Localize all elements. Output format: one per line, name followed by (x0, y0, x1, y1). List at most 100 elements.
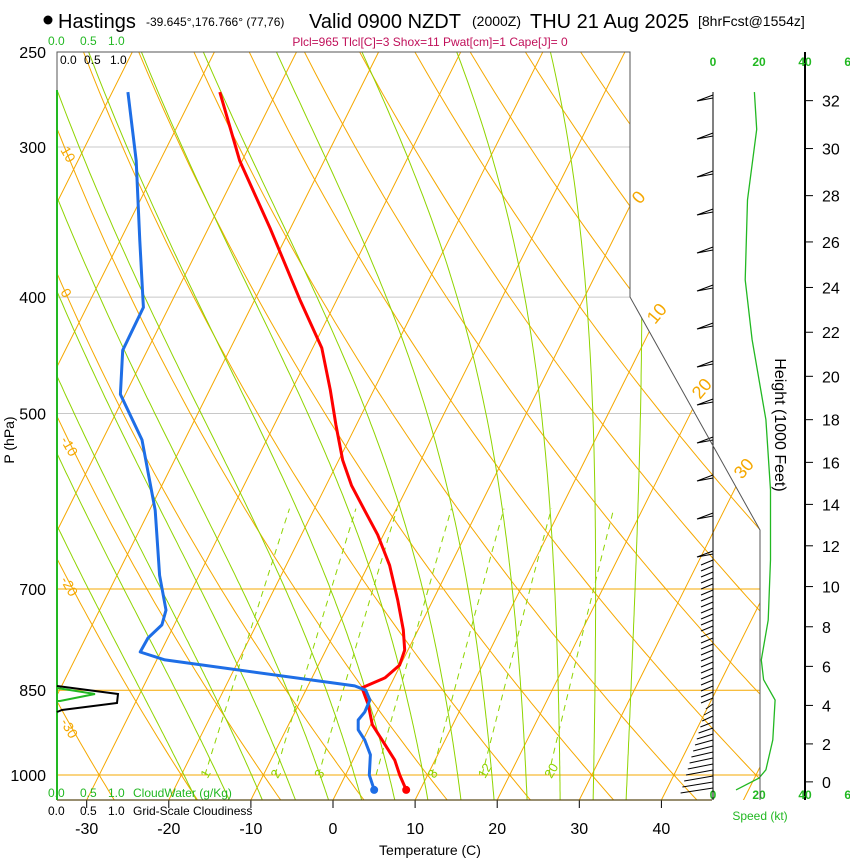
station-dot-icon (43, 15, 53, 25)
dry-adiabat-line (524, 52, 760, 800)
utc-time: (2000Z) (472, 13, 521, 29)
moist-adiabat-line (57, 52, 298, 800)
moist-adiabat-line (549, 52, 597, 800)
wind-barb-icon (700, 577, 714, 584)
dry-adiabat-line (57, 52, 369, 800)
svg-text:0.5: 0.5 (80, 804, 97, 818)
cloud-scale-bottom: 0.0 0.5 1.0 CloudWater (g/Kg) 0.0 0.5 1.… (48, 786, 252, 818)
wind-barb-icon (700, 631, 714, 638)
wind-barb-icon (696, 360, 714, 368)
wind-barb-icon (689, 757, 714, 764)
wind-barb-icon (700, 607, 714, 614)
y-axis-title: P (hPa) (1, 416, 17, 463)
x-axis-title: Temperature (C) (379, 842, 481, 858)
x-tick-label: 20 (488, 821, 506, 838)
svg-text:1.0: 1.0 (108, 786, 125, 800)
wind-barb-icon (700, 613, 714, 620)
moist-adiabat-line (140, 52, 430, 800)
wind-barb-icon (700, 625, 714, 632)
wind-barb-icon (700, 565, 714, 572)
height-label: 2 (822, 737, 831, 754)
dry-adiabat-line (414, 52, 760, 800)
wind-barb-icon (701, 715, 714, 722)
wind-barb-icon (685, 769, 714, 776)
wind-barb-icon (700, 655, 714, 662)
x-tick-label: 40 (653, 821, 671, 838)
height-label: 24 (822, 280, 840, 297)
isotherm-label: 30 (730, 454, 758, 482)
x-tick-label: 0 (329, 821, 338, 838)
wind-barb-icon (700, 691, 714, 698)
isotherm-line (57, 52, 139, 800)
wind-barb-icon (700, 559, 714, 566)
moist-adiabat-line (57, 52, 331, 800)
mixing-ratio-label: 20 (541, 761, 561, 781)
svg-text:1.0: 1.0 (108, 804, 125, 818)
mixing-ratio-label: 2 (267, 767, 284, 781)
svg-text:0.5: 0.5 (80, 34, 97, 48)
moist-adiabat-line (275, 52, 495, 800)
wind-barb-icon (696, 208, 714, 216)
isotherm-label: 10 (643, 299, 671, 327)
adiabat-label: -10 (57, 434, 81, 460)
wind-barb-icon (700, 619, 714, 626)
moist-adiabat-line (625, 52, 643, 800)
wind-barb-icon (696, 733, 714, 740)
speed-tick-top: 60 (844, 55, 850, 69)
wind-barb-icon (698, 727, 714, 734)
speed-tick-bottom: 40 (798, 788, 812, 802)
moist-adiabat-line (456, 52, 561, 800)
wind-barb-icon (696, 284, 714, 292)
moist-adiabat-line (361, 52, 528, 800)
wind-barb-icon (703, 709, 714, 716)
cloud-scale-top: 0.0 0.5 1.0 0.0 0.5 1.0 (48, 34, 127, 67)
wind-speed-trace (735, 92, 776, 791)
plot-border (56, 51, 761, 800)
height-label: 30 (822, 142, 840, 159)
indices-line: Plcl=965 Tlcl[C]=3 Shox=11 Pwat[cm]=1 Ca… (292, 35, 568, 49)
height-label: 26 (822, 235, 840, 252)
height-label: 32 (822, 94, 840, 111)
dry-adiabat-line (635, 52, 760, 800)
cloudwater-profile (56, 687, 96, 702)
dry-adiabat-line (57, 52, 285, 800)
dry-adiabat-line (57, 52, 118, 800)
temperature-trace (218, 91, 408, 791)
valid-date: THU 21 Aug 2025 (530, 11, 689, 33)
mixing-ratio-label: 12 (475, 761, 495, 781)
wind-barb-icon (696, 436, 714, 444)
wind-barb-icon (700, 571, 714, 578)
wind-barb-icon (694, 739, 714, 746)
surface-dewpoint-dot (370, 785, 379, 794)
wind-barb-icon (700, 697, 714, 704)
adiabat-label: -20 (57, 574, 81, 600)
wind-barb-icon (687, 763, 714, 770)
wind-barb-icon (696, 94, 714, 102)
wind-barb-icon (696, 550, 714, 558)
pressure-label: 850 (19, 683, 46, 700)
mixing-ratio-line (548, 508, 615, 776)
dry-adiabat-line (57, 52, 452, 800)
isotherm-line (247, 52, 631, 800)
wind-barb-icon (700, 649, 714, 656)
x-tick-label: 30 (570, 821, 588, 838)
mixing-ratio-line (274, 508, 357, 776)
wind-barb-icon (700, 595, 714, 602)
wind-barb-icon (700, 583, 714, 590)
wind-barb-icon (705, 703, 714, 710)
height-label: 16 (822, 455, 840, 472)
wind-barb-icon (691, 751, 714, 758)
wind-barb-icon (700, 601, 714, 608)
mixing-ratio-label: 8 (424, 767, 441, 781)
station-name: Hastings (58, 11, 136, 33)
forecast-info: [8hrFcst@1554z] (698, 13, 805, 29)
speed-tick-bottom: 20 (752, 788, 766, 802)
moist-adiabat-line (202, 52, 463, 800)
profile-traces (118, 91, 776, 794)
mixing-ratio-line (481, 508, 552, 776)
pressure-label: 1000 (10, 768, 46, 785)
surface-temperature-dot (402, 785, 411, 794)
svg-text:1.0: 1.0 (110, 53, 127, 67)
dewpoint-trace (118, 91, 376, 791)
